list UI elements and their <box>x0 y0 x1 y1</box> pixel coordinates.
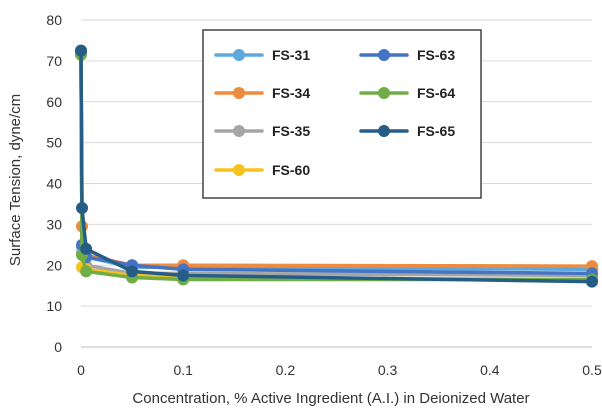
legend: FS-31 FS-34 FS-35 FS-60 FS-63 FS-64 FS-65 <box>202 29 482 199</box>
legend-swatch-marker-fs-64 <box>378 87 390 99</box>
x-tick-label-0.1: 0.1 <box>173 362 193 378</box>
data-point-fs-65-4 <box>177 269 190 282</box>
legend-swatch-marker-fs-35 <box>233 125 245 137</box>
x-tick-label-0.4: 0.4 <box>480 362 500 378</box>
legend-label-fs-34: FS-34 <box>272 85 310 101</box>
y-tick-label-10: 10 <box>46 298 62 314</box>
series-fs-65 <box>75 44 598 288</box>
x-tick-label-0: 0 <box>77 362 85 378</box>
x-tick-label-0.2: 0.2 <box>276 362 296 378</box>
axes: 0 10 20 30 40 50 60 70 80 0 0.1 0.2 0.3 0.4 0.5 <box>46 12 602 378</box>
y-tick-label-30: 30 <box>46 216 62 232</box>
y-tick-label-60: 60 <box>46 94 62 110</box>
legend-item-fs-63: FS-63 <box>359 47 455 63</box>
y-tick-label-80: 80 <box>46 12 62 28</box>
legend-item-fs-34: FS-34 <box>214 85 310 101</box>
legend-swatch-marker-fs-31 <box>233 49 245 61</box>
legend-swatch-marker-fs-60 <box>233 164 245 176</box>
series-line-fs-65 <box>79 48 594 284</box>
y-tick-label-20: 20 <box>46 257 62 273</box>
x-axis-title: Concentration, % Active Ingredient (A.I.… <box>132 390 529 407</box>
legend-label-fs-65: FS-65 <box>417 123 455 139</box>
legend-label-fs-64: FS-64 <box>417 85 455 101</box>
legend-label-fs-31: FS-31 <box>272 47 310 63</box>
legend-item-fs-35: FS-35 <box>214 123 310 139</box>
series-lines <box>75 44 598 288</box>
legend-item-fs-31: FS-31 <box>214 47 310 63</box>
x-tick-label-0.5: 0.5 <box>582 362 602 378</box>
legend-label-fs-60: FS-60 <box>272 162 310 178</box>
legend-item-fs-60: FS-60 <box>214 162 310 178</box>
y-tick-label-50: 50 <box>46 135 62 151</box>
legend-swatch-marker-fs-34 <box>233 87 245 99</box>
data-point-fs-65-2 <box>80 242 93 255</box>
data-point-fs-65-3 <box>126 265 139 278</box>
data-point-fs-65-0 <box>75 44 87 57</box>
legend-swatch-marker-fs-63 <box>378 49 390 61</box>
y-tick-label-40: 40 <box>46 176 62 192</box>
legend-label-fs-63: FS-63 <box>417 47 455 63</box>
data-point-fs-65-1 <box>76 202 89 215</box>
x-tick-label-0.3: 0.3 <box>378 362 398 378</box>
y-axis-title: Surface Tension, dyne/cm <box>7 94 24 266</box>
data-point-fs-65-5 <box>586 275 598 288</box>
y-tick-label-70: 70 <box>46 53 62 69</box>
data-point-fs-64-2 <box>80 265 93 278</box>
legend-item-fs-64: FS-64 <box>359 85 455 101</box>
legend-label-fs-35: FS-35 <box>272 123 310 139</box>
legend-item-fs-65: FS-65 <box>359 123 455 139</box>
y-tick-label-0: 0 <box>54 339 62 355</box>
legend-swatch-marker-fs-65 <box>378 125 390 137</box>
